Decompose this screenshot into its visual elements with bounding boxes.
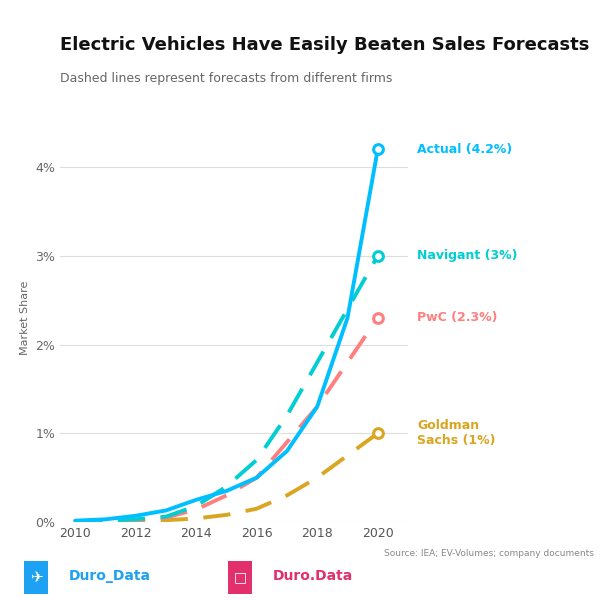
- Text: □: □: [233, 571, 247, 584]
- Text: PwC (2.3%): PwC (2.3%): [417, 311, 497, 325]
- Text: Duro.Data: Duro.Data: [273, 569, 353, 583]
- Text: Goldman
Sachs (1%): Goldman Sachs (1%): [417, 419, 496, 448]
- Text: Electric Vehicles Have Easily Beaten Sales Forecasts: Electric Vehicles Have Easily Beaten Sal…: [60, 36, 589, 54]
- Text: Source: IEA; EV-Volumes; company documents: Source: IEA; EV-Volumes; company documen…: [384, 549, 594, 558]
- Y-axis label: Market Share: Market Share: [20, 281, 29, 355]
- Text: Duro_Data: Duro_Data: [69, 569, 151, 583]
- Text: Navigant (3%): Navigant (3%): [417, 250, 517, 262]
- Text: ✈: ✈: [29, 570, 43, 585]
- Text: Actual (4.2%): Actual (4.2%): [417, 143, 512, 156]
- Text: Dashed lines represent forecasts from different firms: Dashed lines represent forecasts from di…: [60, 72, 392, 85]
